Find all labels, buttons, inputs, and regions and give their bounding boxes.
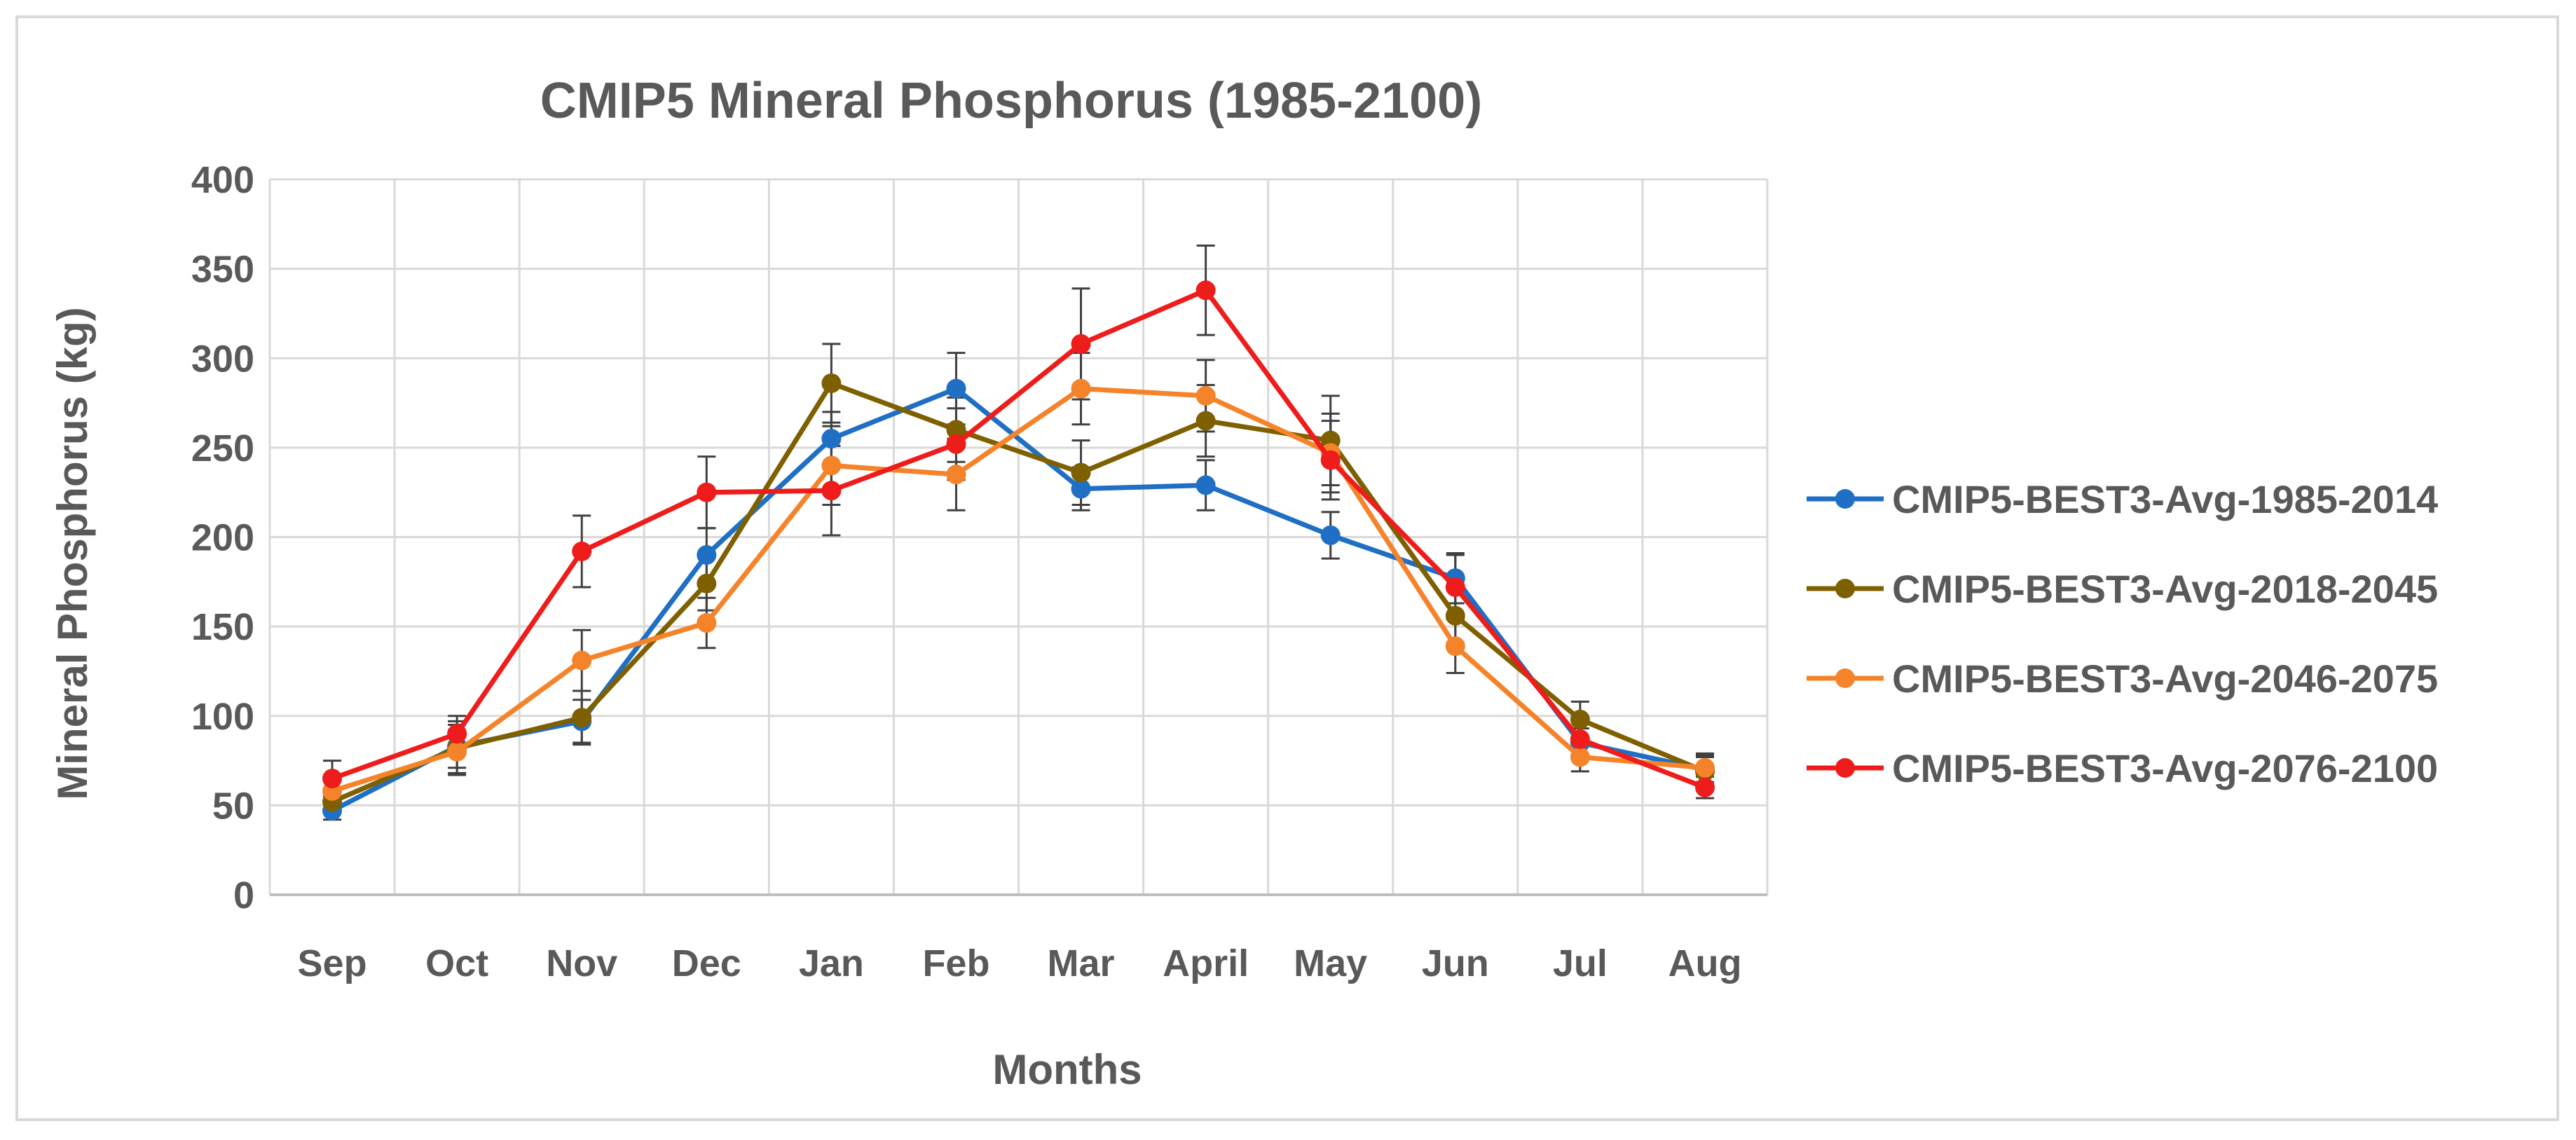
x-tick-label: Sep bbox=[298, 942, 367, 984]
legend-entry: CMIP5-BEST3-Avg-2046-2075 bbox=[1807, 657, 2438, 701]
series-line bbox=[331, 380, 1706, 804]
y-tick-label: 200 bbox=[191, 517, 254, 559]
data-point bbox=[1071, 378, 1091, 399]
data-point bbox=[1195, 280, 1216, 301]
data-point bbox=[1445, 636, 1465, 657]
x-tick-label: Nov bbox=[546, 942, 617, 984]
data-point bbox=[572, 708, 592, 728]
data-point bbox=[447, 741, 467, 762]
data-point bbox=[821, 429, 842, 449]
chart-title: CMIP5 Mineral Phosphorus (1985-2100) bbox=[540, 73, 1482, 129]
data-point bbox=[1195, 385, 1216, 406]
y-tick-label: 300 bbox=[191, 338, 254, 380]
x-tick-label: Feb bbox=[922, 942, 989, 984]
legend-entry: CMIP5-BEST3-Avg-2018-2045 bbox=[1807, 567, 2438, 611]
x-tick-label: Jul bbox=[1553, 942, 1608, 984]
data-series bbox=[322, 280, 1715, 821]
data-point bbox=[697, 613, 717, 633]
data-point bbox=[322, 769, 343, 789]
data-point bbox=[821, 455, 842, 476]
data-point bbox=[1570, 747, 1590, 767]
x-tick-label: April bbox=[1163, 942, 1249, 984]
data-point bbox=[572, 650, 592, 671]
legend-label: CMIP5-BEST3-Avg-1985-2014 bbox=[1892, 477, 2438, 521]
data-point bbox=[572, 541, 592, 561]
series-line bbox=[331, 386, 1706, 813]
data-point bbox=[1195, 475, 1216, 495]
x-tick-label: Mar bbox=[1048, 942, 1115, 984]
legend-marker bbox=[1835, 579, 1855, 598]
data-point bbox=[946, 465, 966, 485]
series-4 bbox=[322, 280, 1715, 797]
data-point bbox=[1694, 757, 1715, 778]
y-axis-title: Mineral Phosphorus (kg) bbox=[49, 307, 96, 799]
chart-frame bbox=[15, 15, 2559, 1121]
y-tick-label: 100 bbox=[191, 696, 254, 738]
data-point bbox=[697, 573, 717, 593]
y-tick-label: 50 bbox=[212, 785, 254, 827]
data-point bbox=[1071, 462, 1091, 483]
data-point bbox=[1195, 411, 1216, 431]
grid-lines bbox=[268, 178, 1769, 896]
data-point bbox=[447, 724, 467, 744]
legend-marker bbox=[1835, 489, 1855, 509]
x-tick-label: Jun bbox=[1422, 942, 1489, 984]
x-tick-label: Dec bbox=[672, 942, 741, 984]
data-point bbox=[1570, 709, 1590, 729]
data-point bbox=[1320, 450, 1341, 470]
legend-entry: CMIP5-BEST3-Avg-1985-2014 bbox=[1807, 477, 2438, 521]
y-tick-label: 250 bbox=[191, 427, 254, 469]
x-axis-title: Months bbox=[992, 1046, 1142, 1093]
data-point bbox=[821, 373, 842, 393]
data-point bbox=[1445, 605, 1465, 626]
data-point bbox=[1694, 777, 1715, 797]
x-tick-label: May bbox=[1294, 942, 1367, 984]
data-point bbox=[697, 545, 717, 565]
legend: CMIP5-BEST3-Avg-1985-2014 CMIP5-BEST3-Avg… bbox=[1807, 477, 2438, 790]
legend-entry: CMIP5-BEST3-Avg-2076-2100 bbox=[1807, 746, 2438, 790]
x-tick-label: Aug bbox=[1668, 942, 1741, 984]
x-tick-label: Oct bbox=[425, 942, 488, 984]
legend-marker bbox=[1835, 668, 1855, 688]
data-point bbox=[697, 482, 717, 502]
series-line bbox=[331, 386, 1706, 794]
y-tick-label: 0 bbox=[233, 874, 254, 916]
x-tick-label: Jan bbox=[799, 942, 864, 984]
y-tick-label: 350 bbox=[191, 249, 254, 291]
x-axis-ticks: Sep Oct Nov Dec Jan Feb Mar April May Jun Jul Aug bbox=[298, 942, 1742, 984]
legend-label: CMIP5-BEST3-Avg-2076-2100 bbox=[1892, 746, 2438, 790]
y-axis-ticks: 0 50 100 150 200 250 300 350 400 bbox=[191, 159, 254, 916]
legend-label: CMIP5-BEST3-Avg-2046-2075 bbox=[1892, 657, 2438, 701]
legend-label: CMIP5-BEST3-Avg-2018-2045 bbox=[1892, 567, 2438, 611]
data-point bbox=[946, 378, 966, 399]
series-line bbox=[331, 287, 1706, 790]
data-point bbox=[1071, 334, 1091, 354]
y-tick-label: 400 bbox=[191, 159, 254, 201]
data-point bbox=[821, 481, 842, 501]
data-point bbox=[946, 434, 966, 454]
data-point bbox=[1570, 729, 1590, 749]
data-point bbox=[1445, 577, 1465, 597]
y-tick-label: 150 bbox=[191, 606, 254, 648]
legend-marker bbox=[1835, 758, 1855, 778]
data-point bbox=[946, 420, 966, 440]
data-point bbox=[1320, 525, 1341, 545]
data-point bbox=[1071, 479, 1091, 499]
